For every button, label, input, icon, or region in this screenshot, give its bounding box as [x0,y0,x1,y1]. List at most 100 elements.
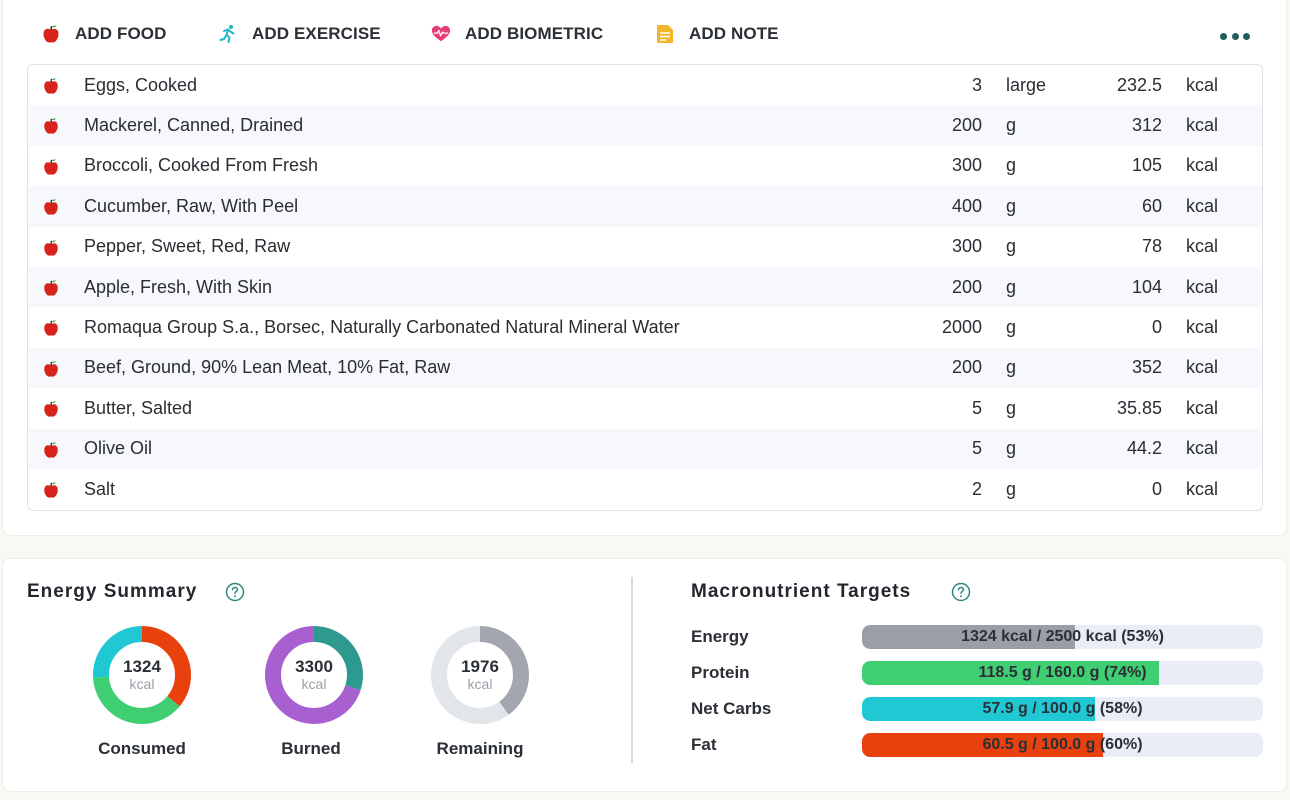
macro-progress-fill [862,697,1095,721]
macro-progress-bar: 60.5 g / 100.0 g (60%) [862,733,1263,757]
add-note-button[interactable]: ADD NOTE [655,22,779,46]
consumed-label: Consumed [98,739,186,758]
food-calories-unit: kcal [1186,115,1219,136]
section-divider [631,577,633,763]
food-unit: large [1006,74,1047,95]
apple-icon [42,158,60,176]
macro-progress-text: 118.5 g / 160.0 g (74%) [978,664,1147,681]
food-row[interactable]: Apple, Fresh, With Skin 200 g 104 kcal [28,266,1262,308]
food-calories: 60 [1141,195,1162,216]
apple-icon [42,360,60,378]
macro-progress-bar: 57.9 g / 100.0 g (58%) [862,697,1263,721]
macro-progress-bar: 118.5 g / 160.0 g (74%) [862,661,1263,685]
food-quantity: 5 [971,438,982,459]
remaining-value: 1976 [461,657,499,676]
help-icon[interactable] [225,582,245,602]
food-quantity: 2 [971,478,982,499]
help-icon[interactable] [951,582,971,602]
consumed-donut-chart [93,626,191,724]
dot [1220,32,1227,40]
burned-donut-chart [265,626,363,724]
macro-progress-text: 60.5 g / 100.0 g (60%) [982,736,1143,753]
remaining-label: Remaining [436,739,524,758]
food-calories-unit: kcal [1186,478,1219,499]
add-biometric-button[interactable]: ADD BIOMETRIC [431,22,603,46]
remaining-unit: kcal [467,676,493,692]
food-name: Broccoli, Cooked From Fresh [84,155,319,176]
food-quantity: 300 [951,236,982,257]
food-row[interactable]: Mackerel, Canned, Drained 200 g 312 kcal [28,105,1262,146]
consumed-donut: 1324 kcal [92,625,192,725]
apple-icon [42,319,60,337]
macro-row: Protein 118.5 g / 160.0 g (74%) [691,661,1271,685]
dot [1243,32,1250,40]
food-unit: g [1006,236,1017,257]
food-unit: g [1006,478,1017,499]
food-quantity: 200 [951,357,982,378]
food-row[interactable]: Pepper, Sweet, Red, Raw 300 g 78 kcal [28,227,1262,267]
add-food-label: ADD FOOD [75,24,167,43]
apple-icon [42,400,60,418]
more-options-icon[interactable] [1220,26,1250,46]
food-quantity: 200 [951,276,982,297]
apple-icon [42,481,60,499]
add-food-button[interactable]: ADD FOOD [41,22,166,46]
food-row[interactable]: Butter, Salted 5 g 35.85 kcal [28,388,1262,428]
macro-row: Net Carbs 57.9 g / 100.0 g (58%) [691,697,1271,721]
food-row[interactable]: Beef, Ground, 90% Lean Meat, 10% Fat, Ra… [28,347,1262,389]
food-unit: g [1006,438,1017,459]
remaining-center: 1976 kcal [430,625,530,725]
food-row[interactable]: Romaqua Group S.a., Borsec, Naturally Ca… [28,307,1262,347]
consumed-unit: kcal [129,676,155,692]
consumed-value: 1324 [123,657,161,676]
food-list: Eggs, Cooked 3 large 232.5 kcal Mackerel, Can… [27,64,1263,511]
food-row[interactable]: Cucumber, Raw, With Peel 400 g 60 kcal [28,186,1262,227]
food-calories: 312 [1131,115,1162,136]
burned-center: 3300 kcal [264,625,364,725]
food-calories: 105 [1131,155,1162,176]
add-note-label: ADD NOTE [689,24,779,43]
food-unit: g [1006,276,1017,297]
food-row[interactable]: Olive Oil 5 g 44.2 kcal [28,428,1262,469]
food-row[interactable]: Eggs, Cooked 3 large 232.5 kcal [28,65,1262,105]
apple-icon [42,117,60,135]
burned-value: 3300 [295,657,333,676]
food-unit: g [1006,357,1017,378]
food-calories-unit: kcal [1186,236,1219,257]
food-name: Mackerel, Canned, Drained [84,115,304,136]
food-name: Olive Oil [84,438,153,459]
food-calories-unit: kcal [1186,74,1219,95]
food-calories: 104 [1131,276,1162,297]
food-quantity: 5 [971,397,982,418]
action-bar: ADD FOOD ADD EXERCISE ADD BIOMETRIC [3,0,1286,64]
macro-row: Energy 1324 kcal / 2500 kcal (53%) [691,625,1271,649]
macro-progress-text: 57.9 g / 100.0 g (58%) [982,700,1143,717]
burned-label: Burned [281,739,341,758]
food-calories: 78 [1141,236,1162,257]
macro-label: Fat [691,735,717,754]
food-calories-unit: kcal [1186,317,1219,338]
burned-unit: kcal [301,676,327,692]
food-name: Romaqua Group S.a., Borsec, Naturally Ca… [84,317,680,338]
food-calories: 35.85 [1116,397,1162,418]
food-calories: 0 [1151,478,1162,499]
food-name: Apple, Fresh, With Skin [84,276,273,297]
heart-pulse-icon [431,24,451,44]
food-row[interactable]: Salt 2 g 0 kcal [28,469,1262,509]
runner-icon [218,24,238,44]
food-unit: g [1006,155,1017,176]
food-calories-unit: kcal [1186,357,1219,378]
note-icon [655,24,675,44]
add-exercise-label: ADD EXERCISE [252,24,381,43]
apple-icon [42,77,60,95]
add-exercise-button[interactable]: ADD EXERCISE [218,22,381,46]
food-name: Butter, Salted [84,397,193,418]
food-calories: 232.5 [1116,74,1162,95]
apple-icon [41,24,61,44]
macro-label: Energy [691,627,749,646]
food-quantity: 2000 [941,317,982,338]
donut-segment [93,626,191,724]
remaining-donut: 1976 kcal [430,625,530,725]
food-row[interactable]: Broccoli, Cooked From Fresh 300 g 105 kcal [28,146,1262,186]
macro-progress-bar: 1324 kcal / 2500 kcal (53%) [862,625,1263,649]
